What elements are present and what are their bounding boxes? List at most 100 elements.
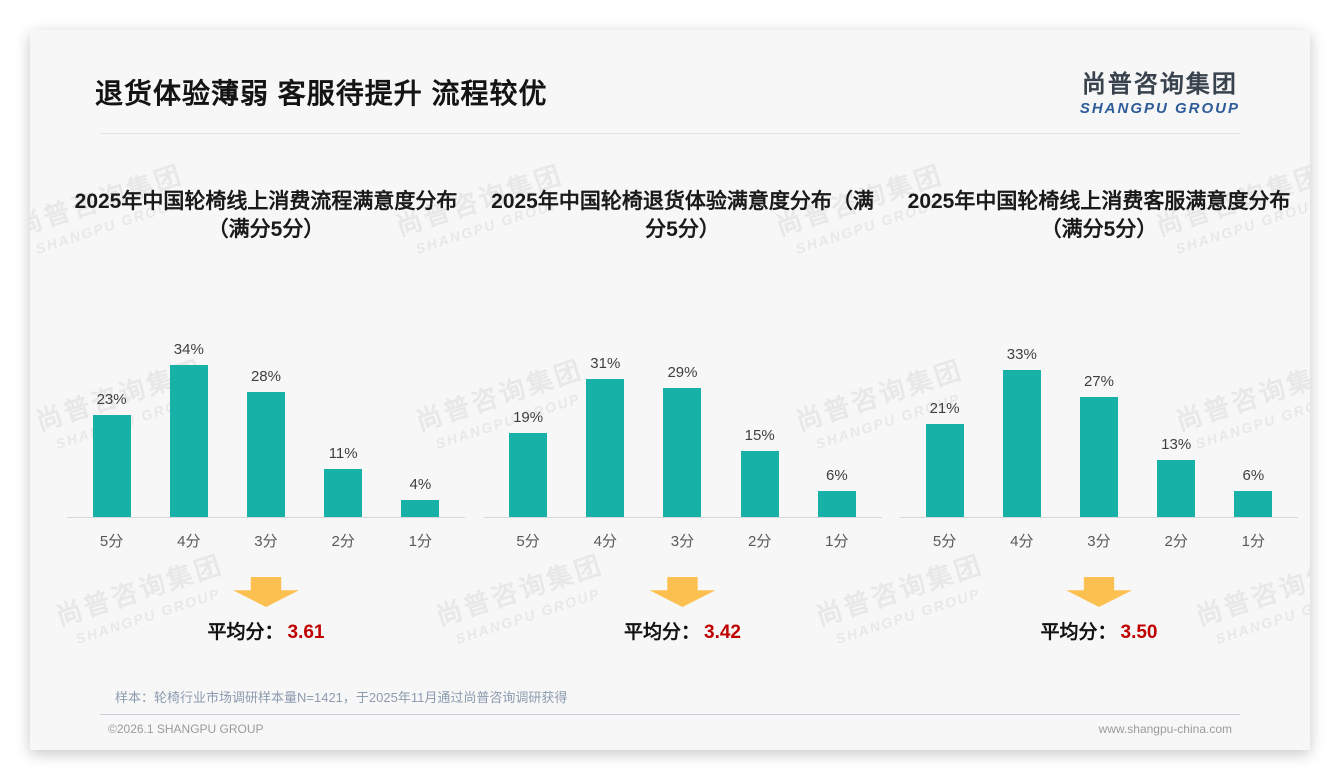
bar-group: 6%	[798, 467, 875, 518]
bar	[324, 468, 363, 518]
bar	[1079, 396, 1118, 518]
x-axis-ticks: 5分 4分 3分 2分 1分	[906, 518, 1292, 551]
bar	[1157, 459, 1196, 518]
x-tick-label: 5分	[932, 533, 957, 550]
bar	[740, 450, 779, 518]
bar-value-label: 31%	[590, 354, 621, 372]
x-tick-label: 5分	[99, 533, 124, 550]
bar-value-label: 27%	[1083, 372, 1114, 390]
average-score-label: 平均分：	[1040, 622, 1117, 643]
slide-content: 退货体验薄弱 客服待提升 流程较优 尚普咨询集团 SHANGPU GROUP 2…	[30, 30, 1310, 750]
bar-value-label: 34%	[173, 341, 204, 358]
chart-column-3: 2025年中国轮椅线上消费客服满意度分布（满分5分） 21% 33% 27% 13% 6%…	[898, 188, 1300, 644]
bar-plot: 23% 34% 28% 11% 4%	[67, 252, 465, 518]
x-tick-label: 3分	[1087, 533, 1111, 550]
bar	[817, 491, 856, 518]
charts-row: 2025年中国轮椅线上消费流程满意度分布（满分5分） 23% 34% 28% 11% 4%…	[30, 188, 1310, 644]
bar-group: 29%	[644, 363, 721, 518]
x-tick-label: 5分	[516, 533, 540, 550]
average-score: 平均分： 3.50	[1041, 617, 1158, 644]
bar-value-label: 19%	[513, 408, 544, 426]
slide-header: 退货体验薄弱 客服待提升 流程较优 尚普咨询集团 SHANGPU GROUP	[30, 30, 1310, 117]
bar-value-label: 6%	[826, 467, 848, 484]
bar-group: 31%	[567, 354, 644, 518]
bar-group: 4%	[382, 476, 459, 518]
bar	[509, 432, 548, 518]
bar-group: 33%	[983, 345, 1060, 518]
x-tick-label: 2分	[1164, 533, 1188, 550]
down-arrow-icon	[649, 577, 716, 607]
bar-group: 19%	[490, 408, 567, 518]
bar-value-label: 11%	[328, 444, 358, 462]
bar-group: 28%	[227, 368, 304, 518]
x-tick-label: 1分	[825, 533, 849, 550]
bar	[246, 392, 285, 518]
bar-group: 6%	[1215, 467, 1292, 518]
average-score-value: 3.50	[1120, 622, 1158, 643]
bar-group: 13%	[1138, 435, 1215, 518]
bar-group: 21%	[906, 399, 983, 518]
average-score-label: 平均分：	[624, 622, 701, 643]
average-score: 平均分： 3.61	[208, 617, 325, 644]
x-tick-label: 4分	[593, 533, 617, 550]
bar	[925, 423, 964, 518]
x-tick-label: 4分	[1010, 533, 1034, 550]
x-tick-label: 3分	[254, 533, 278, 550]
x-axis-ticks: 5分 4分 3分 2分 1分	[73, 518, 459, 551]
x-axis-ticks: 5分 4分 3分 2分 1分	[490, 518, 876, 551]
chart-title: 2025年中国轮椅线上消费客服满意度分布（满分5分）	[907, 190, 1291, 242]
bar	[586, 378, 625, 518]
x-tick-label: 2分	[747, 533, 772, 550]
down-arrow-icon	[233, 577, 299, 607]
x-tick-label: 1分	[1241, 533, 1266, 550]
bar-value-label: 4%	[409, 476, 432, 493]
company-logo: 尚普咨询集团 SHANGPU GROUP	[1080, 64, 1240, 117]
bar-value-label: 15%	[744, 426, 775, 444]
logo-english-text: SHANGPU GROUP	[1079, 100, 1240, 117]
logo-chinese-text: 尚普咨询集团	[1081, 71, 1238, 98]
bar	[1234, 491, 1273, 518]
bar-group: 15%	[721, 426, 798, 518]
bar-value-label: 29%	[667, 363, 698, 381]
average-score-value: 3.42	[704, 622, 741, 643]
down-arrow-icon	[1066, 577, 1132, 607]
slide: 尚普咨询集团 SHANGPU GROUP 尚普咨询集团 SHANGPU GROUP 尚普…	[30, 30, 1310, 750]
chart-title: 2025年中国轮椅退货体验满意度分布（满分5分）	[491, 190, 874, 242]
x-tick-label: 2分	[331, 533, 355, 550]
bar-value-label: 21%	[929, 399, 960, 417]
title-divider	[100, 133, 1240, 134]
bar	[169, 365, 208, 518]
bar-value-label: 6%	[1242, 467, 1265, 484]
bar-group: 34%	[150, 341, 227, 518]
bar	[92, 414, 131, 518]
bar-plot: 19% 31% 29% 15% 6%	[483, 252, 882, 518]
bar-plot: 21% 33% 27% 13% 6%	[900, 252, 1298, 518]
website-url: www.shangpu-china.com	[1098, 722, 1232, 736]
bar	[663, 387, 702, 518]
bar-value-label: 33%	[1006, 345, 1037, 363]
x-tick-label: 1分	[408, 533, 433, 550]
bar-value-label: 28%	[250, 368, 281, 385]
bar-group: 11%	[305, 444, 382, 518]
chart-title: 2025年中国轮椅线上消费流程满意度分布（满分5分）	[74, 190, 458, 242]
x-axis-line	[483, 517, 882, 518]
x-tick-label: 4分	[177, 533, 201, 550]
slide-footer: ©2026.1 SHANGPU GROUP www.shangpu-china.…	[30, 715, 1310, 736]
chart-column-2: 2025年中国轮椅退货体验满意度分布（满分5分） 19% 31% 29% 15% 6% 5分…	[482, 188, 884, 644]
bar-group: 27%	[1060, 372, 1137, 518]
x-axis-line	[900, 517, 1298, 518]
x-axis-line	[67, 517, 465, 518]
bar	[1002, 369, 1041, 518]
average-score-value: 3.61	[287, 622, 325, 643]
x-tick-label: 3分	[670, 533, 695, 550]
bar-group: 23%	[73, 390, 150, 518]
average-score-label: 平均分：	[207, 622, 284, 643]
bar-value-label: 23%	[96, 390, 127, 408]
copyright-text: ©2026.1 SHANGPU GROUP	[108, 722, 264, 736]
sample-note: 样本：轮椅行业市场调研样本量N=1421，于2025年11月通过尚普咨询调研获得	[115, 690, 568, 705]
bar	[401, 500, 440, 518]
footer-divider	[100, 714, 1240, 715]
page-title: 退货体验薄弱 客服待提升 流程较优	[95, 78, 548, 109]
bar-value-label: 13%	[1161, 435, 1192, 453]
